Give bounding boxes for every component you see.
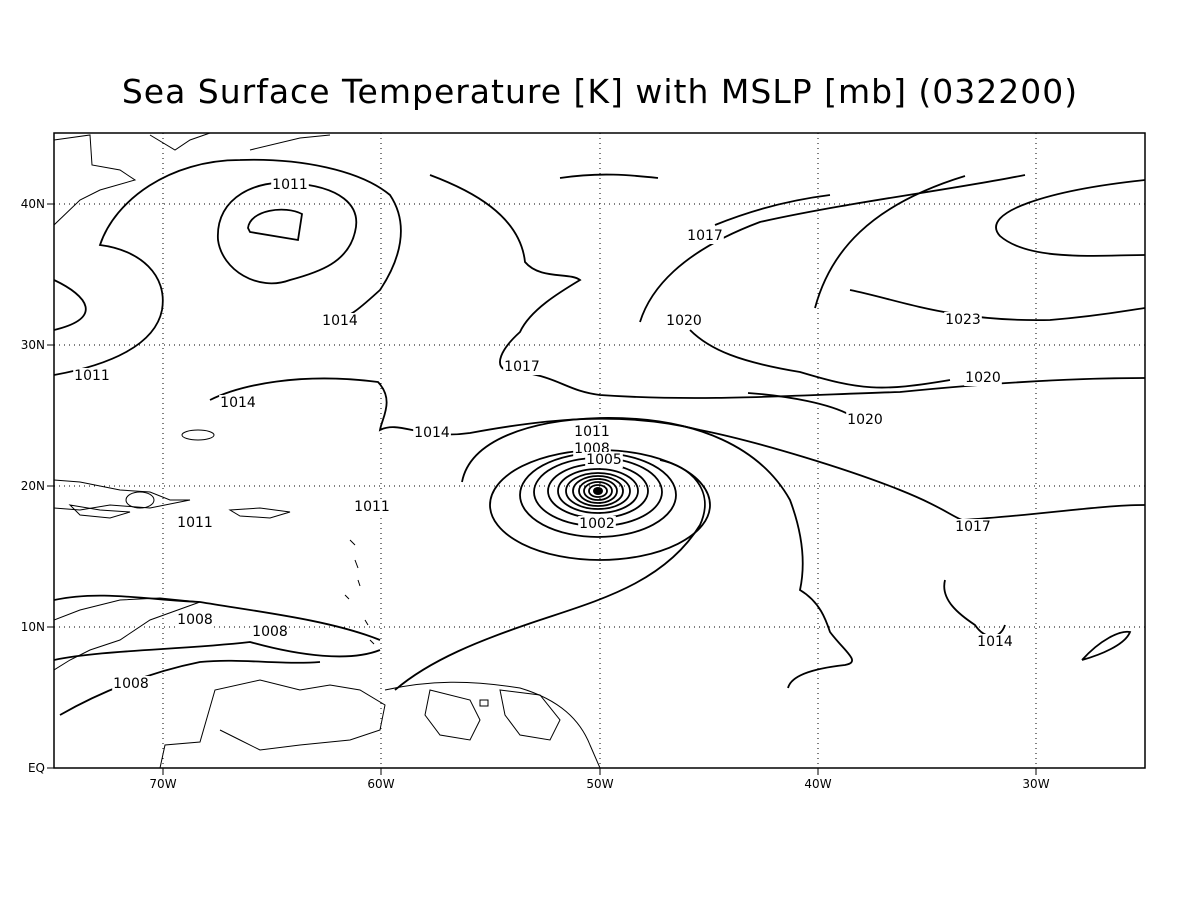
contour-label-bg bbox=[112, 676, 150, 692]
contour-label-bg bbox=[176, 515, 214, 531]
contour-label: 1002 bbox=[579, 516, 615, 532]
contour-label: 1011 bbox=[177, 515, 213, 531]
plot-area: 1011 1014 1011 1014 1014 1017 1020 1017 1023 1020… bbox=[54, 133, 1145, 768]
contour-label: 1011 bbox=[354, 499, 390, 515]
y-tick-label: 40N bbox=[21, 197, 45, 211]
contour-label-bg bbox=[954, 519, 992, 535]
contour-label: 1008 bbox=[252, 624, 288, 640]
contour-label: 1017 bbox=[955, 519, 991, 535]
contour-label: 1023 bbox=[945, 312, 981, 328]
contour-labels: 1011 1014 1011 1014 1014 1017 1020 1017 1023 1020… bbox=[73, 177, 1014, 692]
y-tick-label: EQ bbox=[28, 761, 45, 775]
contour-label: 1014 bbox=[414, 425, 450, 441]
map-title: Sea Surface Temperature [K] with MSLP [m… bbox=[122, 72, 1078, 111]
x-tick-label: 60W bbox=[367, 777, 394, 791]
coastlines bbox=[54, 133, 601, 768]
contour-label-bg bbox=[503, 359, 541, 375]
contour-label: 1011 bbox=[74, 368, 110, 384]
contour-label: 1020 bbox=[847, 412, 883, 428]
isobars bbox=[54, 158, 1145, 716]
y-tick-label: 10N bbox=[21, 620, 45, 634]
contour-label: 1011 bbox=[574, 424, 610, 440]
contour-label-bg bbox=[413, 425, 451, 441]
contour-label: 1005 bbox=[586, 452, 622, 468]
contour-label: 1014 bbox=[977, 634, 1013, 650]
contour-label-bg bbox=[944, 312, 982, 328]
contour-label-bg bbox=[686, 228, 724, 244]
contour-label-bg bbox=[846, 412, 884, 428]
contour-label-bg bbox=[321, 313, 359, 329]
contour-label-bg bbox=[353, 499, 391, 515]
contour-label-bg bbox=[271, 177, 309, 193]
x-tick-label: 70W bbox=[149, 777, 176, 791]
contour-label: 1014 bbox=[220, 395, 256, 411]
contour-label-bg bbox=[976, 634, 1014, 650]
contour-label-bg bbox=[578, 516, 616, 532]
contour-label-bg bbox=[73, 368, 111, 384]
grid bbox=[54, 133, 1145, 768]
contour-label: 1011 bbox=[272, 177, 308, 193]
contour-label: 1014 bbox=[322, 313, 358, 329]
x-tick-label: 40W bbox=[804, 777, 831, 791]
contour-label: 1008 bbox=[177, 612, 213, 628]
contour-label-bg bbox=[665, 313, 703, 329]
x-tick-label: 30W bbox=[1022, 777, 1049, 791]
y-tick-label: 20N bbox=[21, 479, 45, 493]
contour-label-bg bbox=[176, 612, 214, 628]
contour-label: 1017 bbox=[504, 359, 540, 375]
contour-label: 1020 bbox=[666, 313, 702, 329]
contour-label-bg bbox=[573, 424, 611, 440]
contour-label-bg bbox=[585, 452, 623, 468]
contour-label: 1008 bbox=[113, 676, 149, 692]
axis-labels: 70W 60W 50W 40W 30W EQ 10N 20N 30N 40N bbox=[21, 197, 1050, 791]
contour-label-bg bbox=[219, 395, 257, 411]
contour-label-bg bbox=[251, 624, 289, 640]
x-tick-label: 50W bbox=[586, 777, 613, 791]
y-tick-label: 30N bbox=[21, 338, 45, 352]
contour-label-bg bbox=[964, 370, 1002, 386]
contour-label: 1020 bbox=[965, 370, 1001, 386]
contour-label: 1017 bbox=[687, 228, 723, 244]
